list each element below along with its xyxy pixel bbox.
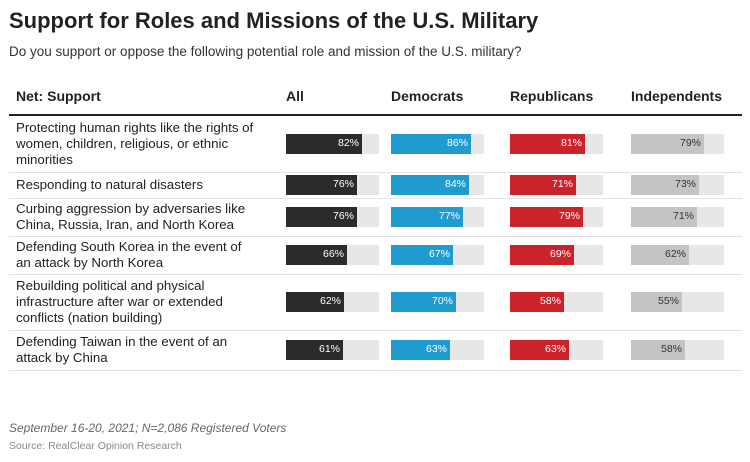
chart-subtitle: Do you support or oppose the following p…: [9, 44, 522, 59]
header-net-support: Net: Support: [16, 88, 101, 104]
bar-track-republicans: 79%: [510, 207, 603, 227]
bar-democrats: [391, 340, 450, 360]
bar-independents: [631, 292, 682, 312]
data-label-republicans: 81%: [560, 137, 582, 149]
chart-title: Support for Roles and Missions of the U.…: [9, 8, 539, 33]
data-label-democrats: 84%: [444, 178, 466, 190]
footnote: September 16-20, 2021; N=2,086 Registere…: [9, 421, 287, 435]
row-label: Responding to natural disasters: [16, 177, 204, 192]
bar-track-republicans: 71%: [510, 175, 603, 195]
bar-track-independents: 62%: [631, 245, 724, 265]
data-label-independents: 62%: [664, 248, 686, 260]
bar-track-independents: 58%: [631, 340, 724, 360]
bar-track-republicans: 81%: [510, 134, 603, 154]
bar-track-democrats: 70%: [391, 292, 484, 312]
bar-all: [286, 292, 344, 312]
row-label: Curbing aggression by adversaries like C…: [16, 201, 246, 232]
row-label: Rebuilding political and physical infras…: [16, 278, 223, 325]
bar-track-democrats: 86%: [391, 134, 484, 154]
data-label-democrats: 67%: [428, 248, 450, 260]
bar-track-democrats: 77%: [391, 207, 484, 227]
bar-all: [286, 340, 343, 360]
bar-track-independents: 73%: [631, 175, 724, 195]
data-label-independents: 79%: [679, 137, 701, 149]
bar-independents: [631, 340, 685, 360]
source-note: Source: RealClear Opinion Research: [9, 440, 182, 452]
data-label-independents: 55%: [657, 295, 679, 307]
bar-democrats: [391, 245, 453, 265]
bar-republicans: [510, 245, 574, 265]
data-label-democrats: 86%: [446, 137, 468, 149]
bar-democrats: [391, 175, 469, 195]
bar-track-independents: 71%: [631, 207, 724, 227]
data-label-independents: 71%: [672, 210, 694, 222]
data-label-all: 61%: [318, 343, 340, 355]
bar-all: [286, 134, 362, 154]
bar-republicans: [510, 292, 564, 312]
data-label-independents: 73%: [674, 178, 696, 190]
data-label-independents: 58%: [660, 343, 682, 355]
bar-republicans: [510, 340, 569, 360]
data-label-republicans: 79%: [558, 210, 580, 222]
table-row: Responding to natural disasters 76% 84% 71%…: [9, 172, 742, 199]
bar-all: [286, 245, 347, 265]
data-label-republicans: 71%: [551, 178, 573, 190]
table-row: Protecting human rights like the rights …: [9, 116, 742, 173]
data-label-democrats: 77%: [438, 210, 460, 222]
row-label: Protecting human rights like the rights …: [16, 120, 254, 167]
bar-democrats: [391, 292, 456, 312]
table-row: Rebuilding political and physical infras…: [9, 274, 742, 331]
bar-track-all: 62%: [286, 292, 379, 312]
bar-democrats: [391, 134, 471, 154]
data-label-all: 76%: [332, 210, 354, 222]
bar-republicans: [510, 134, 585, 154]
bar-independents: [631, 134, 704, 154]
data-label-democrats: 70%: [431, 295, 453, 307]
bar-track-democrats: 63%: [391, 340, 484, 360]
bar-independents: [631, 207, 697, 227]
bar-republicans: [510, 175, 576, 195]
data-label-republicans: 63%: [544, 343, 566, 355]
header-all: All: [286, 88, 304, 104]
bar-republicans: [510, 207, 583, 227]
table-row: Curbing aggression by adversaries like C…: [9, 198, 742, 237]
bar-track-democrats: 67%: [391, 245, 484, 265]
bar-track-independents: 79%: [631, 134, 724, 154]
bar-track-republicans: 58%: [510, 292, 603, 312]
bar-independents: [631, 245, 689, 265]
data-label-democrats: 63%: [425, 343, 447, 355]
header-republicans: Republicans: [510, 88, 594, 104]
bar-track-all: 66%: [286, 245, 379, 265]
bar-track-independents: 55%: [631, 292, 724, 312]
table-row: Defending Taiwan in the event of an atta…: [9, 330, 742, 371]
header-independents: Independents: [631, 88, 723, 104]
table-row: Defending South Korea in the event of an…: [9, 236, 742, 275]
data-label-all: 62%: [319, 295, 341, 307]
data-label-republicans: 58%: [539, 295, 561, 307]
bar-all: [286, 207, 357, 227]
bar-track-all: 61%: [286, 340, 379, 360]
bar-track-republicans: 63%: [510, 340, 603, 360]
data-label-all: 66%: [322, 248, 344, 260]
data-label-all: 76%: [332, 178, 354, 190]
bar-track-republicans: 69%: [510, 245, 603, 265]
bar-independents: [631, 175, 699, 195]
row-label: Defending South Korea in the event of an…: [16, 239, 242, 270]
data-label-republicans: 69%: [549, 248, 571, 260]
bar-democrats: [391, 207, 463, 227]
table-header: Net: Support All Democrats Republicans I…: [9, 80, 742, 116]
bar-all: [286, 175, 357, 195]
bar-track-all: 76%: [286, 207, 379, 227]
row-label: Defending Taiwan in the event of an atta…: [16, 334, 228, 365]
bar-track-all: 76%: [286, 175, 379, 195]
bar-track-democrats: 84%: [391, 175, 484, 195]
bar-track-all: 82%: [286, 134, 379, 154]
header-democrats: Democrats: [391, 88, 464, 104]
data-label-all: 82%: [337, 137, 359, 149]
